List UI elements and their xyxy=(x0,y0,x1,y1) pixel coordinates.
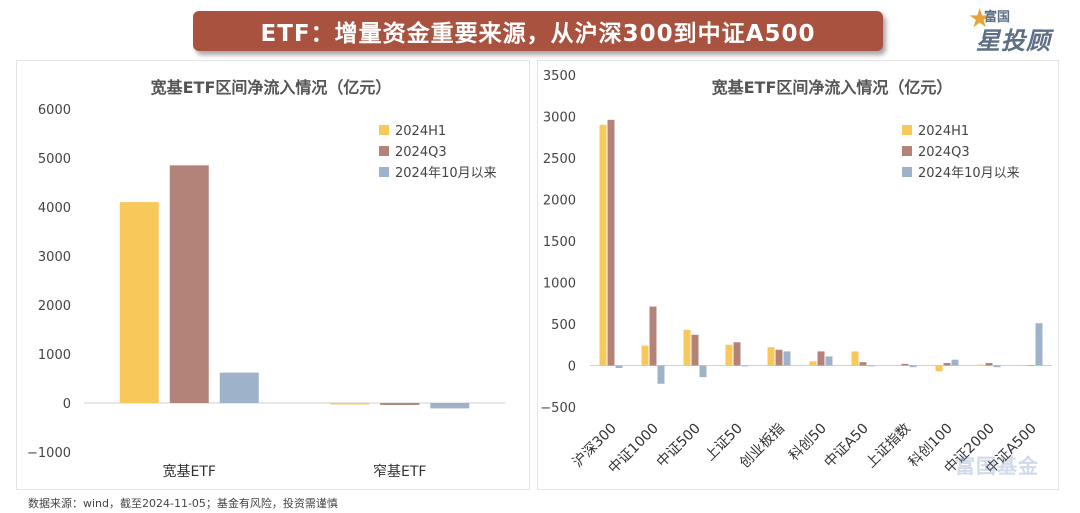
bar xyxy=(1027,365,1035,366)
left-bar-chart: 宽基ETF区间净流入情况（亿元） −1000 0 1000 2000 3000 4000 50… xyxy=(27,78,505,480)
legend-label: 2024H1 xyxy=(918,124,969,139)
y-tick-label: 1500 xyxy=(543,235,576,250)
x-category-label: 窄基ETF xyxy=(373,463,426,480)
logo-main-text: 星投顾 xyxy=(976,27,1051,55)
y-tick-label: 3000 xyxy=(543,111,576,126)
bar xyxy=(649,306,657,366)
bar xyxy=(430,403,470,409)
bar xyxy=(380,403,420,405)
bar xyxy=(817,351,825,366)
chart-title: 宽基ETF区间净流入情况（亿元） xyxy=(712,78,953,97)
x-category-label: 中证500 xyxy=(654,421,704,471)
y-tick-label: 4000 xyxy=(38,201,71,216)
legend-swatch xyxy=(902,146,912,156)
brand-logo: ★ 富国 星投顾 xyxy=(968,4,1076,55)
bar xyxy=(699,365,707,378)
y-tick-label: 0 xyxy=(63,397,71,412)
x-category-label: 上证指数 xyxy=(863,421,914,472)
y-tick-label: 5000 xyxy=(38,152,71,167)
right-chart-panel: 宽基ETF区间净流入情况（亿元） −500 0 500 1000 1500 2000 2500… xyxy=(537,60,1059,490)
bar xyxy=(219,372,259,403)
bar xyxy=(119,202,159,403)
page-title: ETF：增量资金重要来源，从沪深300到中证A500 xyxy=(193,11,883,51)
y-tick-label: 500 xyxy=(551,318,576,333)
left-chart-panel: 宽基ETF区间净流入情况（亿元） −1000 0 1000 2000 3000 4000 50… xyxy=(16,60,530,490)
bar xyxy=(691,334,699,366)
x-category-label: 宽基ETF xyxy=(163,463,216,480)
y-tick-label: 1000 xyxy=(543,277,576,292)
bar xyxy=(767,347,775,366)
bar xyxy=(330,403,370,405)
logo-top-text: 富国 xyxy=(984,10,1011,25)
bar xyxy=(935,365,943,372)
bar xyxy=(783,351,791,366)
bar xyxy=(951,359,959,366)
bar xyxy=(599,124,607,366)
legend-label: 2024Q3 xyxy=(395,145,447,160)
bar xyxy=(641,345,649,366)
y-tick-label: 2000 xyxy=(543,194,576,209)
bar xyxy=(169,165,209,403)
y-tick-label: 2000 xyxy=(38,299,71,314)
bar xyxy=(607,119,615,366)
bar xyxy=(741,365,749,367)
legend-label: 2024年10月以来 xyxy=(395,166,497,181)
bar xyxy=(775,349,783,366)
bar xyxy=(977,364,985,366)
x-category-label: 创业板指 xyxy=(737,421,788,472)
legend-swatch xyxy=(379,125,389,135)
bar xyxy=(893,365,901,366)
bar xyxy=(825,356,833,366)
legend-label: 2024Q3 xyxy=(918,145,970,160)
y-tick-label: −1000 xyxy=(27,446,71,461)
legend-label: 2024年10月以来 xyxy=(918,166,1020,181)
x-category-label: 中证A50 xyxy=(821,421,871,471)
y-tick-label: 0 xyxy=(568,360,576,375)
bar xyxy=(615,365,623,368)
bar xyxy=(725,344,733,366)
bar xyxy=(901,363,909,366)
bar xyxy=(1019,365,1027,366)
bar xyxy=(943,363,951,366)
legend-label: 2024H1 xyxy=(395,124,446,139)
bar xyxy=(859,362,867,366)
bar xyxy=(993,365,1001,368)
bar xyxy=(683,329,691,366)
bar xyxy=(657,365,665,384)
y-tick-label: 1000 xyxy=(38,348,71,363)
star-icon: ★ xyxy=(968,4,992,34)
bar xyxy=(733,342,741,366)
legend-swatch xyxy=(902,125,912,135)
y-tick-label: 2500 xyxy=(543,152,576,167)
legend-swatch xyxy=(379,167,389,177)
y-tick-label: −500 xyxy=(540,401,576,416)
bar xyxy=(867,365,875,367)
bar xyxy=(809,361,817,366)
bar xyxy=(851,351,859,366)
legend-swatch xyxy=(902,167,912,177)
footnote: 数据来源：wind，截至2024-11-05；基金有风险，投资需谨慎 xyxy=(28,497,338,510)
right-bar-chart: 宽基ETF区间净流入情况（亿元） −500 0 500 1000 1500 2000 2500… xyxy=(540,69,1052,477)
bar xyxy=(985,363,993,366)
bar xyxy=(909,365,917,368)
bar xyxy=(1035,323,1043,366)
legend-swatch xyxy=(379,146,389,156)
chart-title: 宽基ETF区间净流入情况（亿元） xyxy=(151,78,392,97)
watermark: 富国基金 xyxy=(955,454,1039,478)
y-tick-label: 3500 xyxy=(543,69,576,84)
y-tick-label: 6000 xyxy=(38,103,71,118)
y-tick-label: 3000 xyxy=(38,250,71,265)
